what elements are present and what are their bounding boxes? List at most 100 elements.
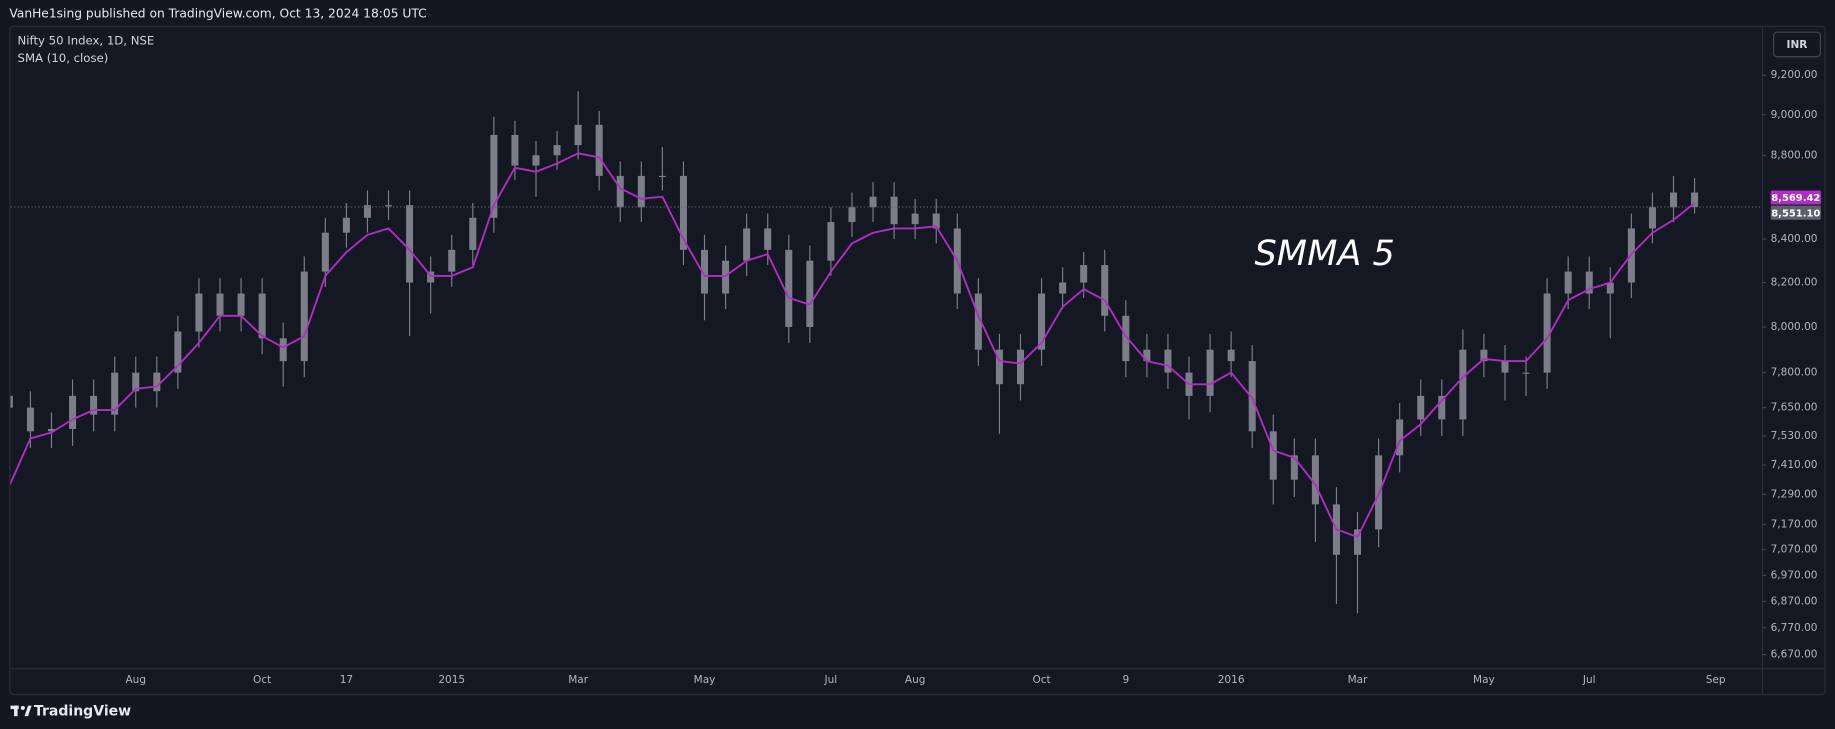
currency-label[interactable]: INR (1787, 39, 1808, 51)
y-tick-label: 6,870.00 (1771, 595, 1818, 607)
candle-body (1648, 207, 1656, 229)
candle-body (616, 175, 624, 208)
x-tick-label: May (694, 674, 716, 686)
candle-body (174, 331, 182, 373)
candle-body (427, 271, 435, 283)
candle-body (595, 124, 603, 176)
x-tick-label: Sep (1706, 674, 1726, 686)
candle-body (1164, 349, 1172, 373)
candle-body (1354, 529, 1362, 555)
candle-body (1016, 349, 1024, 385)
candle-body (279, 338, 287, 362)
publish-header: VanHe1sing published on TradingView.com,… (9, 7, 426, 21)
y-tick-label: 7,290.00 (1771, 488, 1818, 500)
candle-body (722, 260, 730, 294)
sma-line (10, 152, 1696, 538)
candle-body (1396, 419, 1404, 456)
candle-body (869, 196, 877, 208)
candle-body (785, 249, 793, 328)
candle-body (10, 395, 13, 408)
candle-body (448, 249, 456, 272)
candle-body (1143, 349, 1151, 362)
y-tick-label: 7,800.00 (1771, 367, 1818, 379)
candle-body (1227, 349, 1235, 362)
brand-logo (10, 705, 32, 717)
candle-body (237, 293, 245, 316)
candle-body (1206, 349, 1214, 396)
brand-name: TradingView (34, 703, 131, 719)
candle-body (764, 228, 772, 250)
candle-body (827, 222, 835, 261)
candle-body (1080, 265, 1088, 283)
candle-body (700, 249, 709, 294)
y-tick-label: 8,200.00 (1771, 277, 1818, 289)
candle-body (806, 260, 814, 328)
x-tick-label: Mar (568, 674, 589, 686)
candle-body (1480, 349, 1488, 362)
candle-body (258, 293, 266, 339)
x-tick-label: Oct (253, 674, 271, 686)
candle-body (932, 213, 940, 229)
candle-body (132, 372, 140, 392)
y-tick-label: 7,170.00 (1771, 518, 1818, 530)
candle-body (1438, 395, 1446, 420)
annotation: SMMA 5 (1255, 233, 1395, 274)
y-tick-label: 9,000.00 (1771, 109, 1818, 121)
x-tick-label: Aug (905, 674, 926, 686)
candle-body (1522, 372, 1530, 374)
candle-body (1501, 361, 1509, 373)
candle-body (1564, 271, 1572, 294)
candle-body (406, 205, 414, 283)
candle-body (1691, 192, 1699, 207)
candle-body (216, 293, 224, 316)
y-tick-label: 6,970.00 (1771, 569, 1818, 581)
candle-body (1459, 349, 1467, 420)
candle-body (1248, 361, 1256, 432)
x-tick-label: 9 (1122, 674, 1129, 686)
price-tag (1770, 190, 1821, 205)
candle-body (1290, 455, 1298, 480)
candle-body (974, 293, 982, 350)
candle-body (637, 175, 645, 208)
candle-body (300, 271, 308, 362)
candle-body (532, 155, 540, 166)
candle-body (1269, 431, 1277, 480)
y-tick-label: 8,800.00 (1771, 149, 1818, 161)
y-tick-label: 7,410.00 (1771, 459, 1818, 471)
candle-body (679, 175, 687, 250)
candle-body (1038, 293, 1046, 350)
candle-body (1059, 282, 1067, 294)
candle-body (490, 134, 498, 218)
candle-body (69, 395, 77, 429)
y-tick-label: 8,400.00 (1771, 233, 1818, 245)
x-tick-label: May (1473, 674, 1495, 686)
x-tick-label: 2015 (438, 674, 465, 686)
y-tick-label: 6,670.00 (1771, 649, 1818, 661)
candle-body (1669, 192, 1678, 208)
x-tick-label: 2016 (1218, 674, 1245, 686)
candle-body (1122, 315, 1130, 362)
candle-body (195, 293, 203, 332)
x-tick-label: Jul (1582, 674, 1596, 686)
y-tick-label: 7,070.00 (1771, 544, 1818, 556)
candle-body (321, 232, 329, 272)
candle-body (1417, 395, 1425, 420)
candle-body (342, 217, 350, 233)
candle-body (111, 372, 119, 415)
price-tag-label: 8,551.10 (1771, 208, 1820, 219)
y-tick-label: 8,000.00 (1771, 321, 1818, 333)
candle-body (90, 395, 98, 415)
candle-body (743, 228, 751, 261)
price-tag-label: 8,569.42 (1771, 193, 1820, 204)
candle-body (469, 217, 477, 250)
candle-body (1606, 282, 1614, 294)
price-tag (1770, 205, 1821, 220)
legend-main: Nifty 50 Index, 1D, NSE (18, 33, 155, 47)
axes: 9,200.00 9,000.00 8,800.00 8,400.00 8,200.00… (125, 69, 1821, 686)
x-tick-label: Jul (824, 674, 838, 686)
x-tick-label: Mar (1348, 674, 1369, 686)
plot-area (10, 91, 1763, 614)
currency-button[interactable] (1772, 31, 1821, 58)
candle-body (995, 349, 1003, 385)
